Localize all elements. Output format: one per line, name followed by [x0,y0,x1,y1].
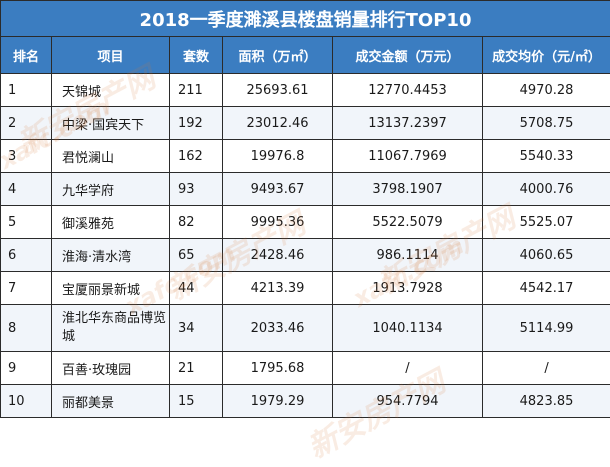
area-cell: 1795.68 [223,352,333,385]
project-cell: 九华学府 [52,173,170,206]
amount-cell: 1040.1134 [333,305,483,352]
units-cell: 15 [170,385,223,418]
amount-cell: 5522.5079 [333,206,483,239]
avg-price-cell: 5540.33 [483,140,610,173]
table-row: 9 百善·玫瑰园 21 1795.68 / / [1,352,610,385]
area-cell: 25693.61 [223,74,333,107]
units-cell: 65 [170,239,223,272]
amount-cell: 986.1114 [333,239,483,272]
avg-price-cell: 5525.07 [483,206,610,239]
table-row: 1 天锦城 211 25693.61 12770.4453 4970.28 [1,74,610,107]
header-area: 面积（万㎡） [223,37,333,74]
rank-cell: 1 [1,74,52,107]
table-row: 2 中梁·国宾天下 192 23012.46 13137.2397 5708.7… [1,107,610,140]
rank-cell: 2 [1,107,52,140]
amount-cell: 954.7794 [333,385,483,418]
project-cell: 御溪雅苑 [52,206,170,239]
units-cell: 34 [170,305,223,352]
area-cell: 1979.29 [223,385,333,418]
rank-cell: 6 [1,239,52,272]
sales-ranking-table: 2018一季度濉溪县楼盘销量排行TOP10 排名 项目 套数 面积（万㎡） 成交… [0,0,610,418]
ranking-table-container: 2018一季度濉溪县楼盘销量排行TOP10 排名 项目 套数 面积（万㎡） 成交… [0,0,610,443]
avg-price-cell: 4060.65 [483,239,610,272]
amount-cell: / [333,352,483,385]
rank-cell: 8 [1,305,52,352]
units-cell: 211 [170,74,223,107]
header-units: 套数 [170,37,223,74]
header-amount: 成交金额（万元） [333,37,483,74]
header-rank: 排名 [1,37,52,74]
amount-cell: 12770.4453 [333,74,483,107]
avg-price-cell: 4823.85 [483,385,610,418]
table-title: 2018一季度濉溪县楼盘销量排行TOP10 [1,1,610,37]
amount-cell: 3798.1907 [333,173,483,206]
units-cell: 44 [170,272,223,305]
amount-cell: 1913.7928 [333,272,483,305]
avg-price-cell: 5708.75 [483,107,610,140]
area-cell: 9995.36 [223,206,333,239]
avg-price-cell: 4970.28 [483,74,610,107]
area-cell: 23012.46 [223,107,333,140]
area-cell: 9493.67 [223,173,333,206]
project-cell: 丽都美景 [52,385,170,418]
area-cell: 2033.46 [223,305,333,352]
project-cell: 君悦澜山 [52,140,170,173]
project-cell: 淮北华东商品博览城 [52,305,170,352]
table-row: 10 丽都美景 15 1979.29 954.7794 4823.85 [1,385,610,418]
table-row: 6 淮海·清水湾 65 2428.46 986.1114 4060.65 [1,239,610,272]
table-row: 3 君悦澜山 162 19976.8 11067.7969 5540.33 [1,140,610,173]
units-cell: 192 [170,107,223,140]
avg-price-cell: 4542.17 [483,272,610,305]
avg-price-cell: 5114.99 [483,305,610,352]
project-cell: 宝厦丽景新城 [52,272,170,305]
header-avg-price: 成交均价（元/㎡） [483,37,610,74]
avg-price-cell: / [483,352,610,385]
table-row: 5 御溪雅苑 82 9995.36 5522.5079 5525.07 [1,206,610,239]
table-row: 8 淮北华东商品博览城 34 2033.46 1040.1134 5114.99 [1,305,610,352]
units-cell: 162 [170,140,223,173]
rank-cell: 3 [1,140,52,173]
project-cell: 淮海·清水湾 [52,239,170,272]
rank-cell: 7 [1,272,52,305]
rank-cell: 4 [1,173,52,206]
amount-cell: 11067.7969 [333,140,483,173]
area-cell: 4213.39 [223,272,333,305]
area-cell: 2428.46 [223,239,333,272]
area-cell: 19976.8 [223,140,333,173]
units-cell: 82 [170,206,223,239]
units-cell: 21 [170,352,223,385]
project-cell: 天锦城 [52,74,170,107]
units-cell: 93 [170,173,223,206]
table-row: 4 九华学府 93 9493.67 3798.1907 4000.76 [1,173,610,206]
rank-cell: 9 [1,352,52,385]
amount-cell: 13137.2397 [333,107,483,140]
project-cell: 百善·玫瑰园 [52,352,170,385]
table-row: 7 宝厦丽景新城 44 4213.39 1913.7928 4542.17 [1,272,610,305]
project-cell: 中梁·国宾天下 [52,107,170,140]
header-project: 项目 [52,37,170,74]
avg-price-cell: 4000.76 [483,173,610,206]
rank-cell: 10 [1,385,52,418]
rank-cell: 5 [1,206,52,239]
